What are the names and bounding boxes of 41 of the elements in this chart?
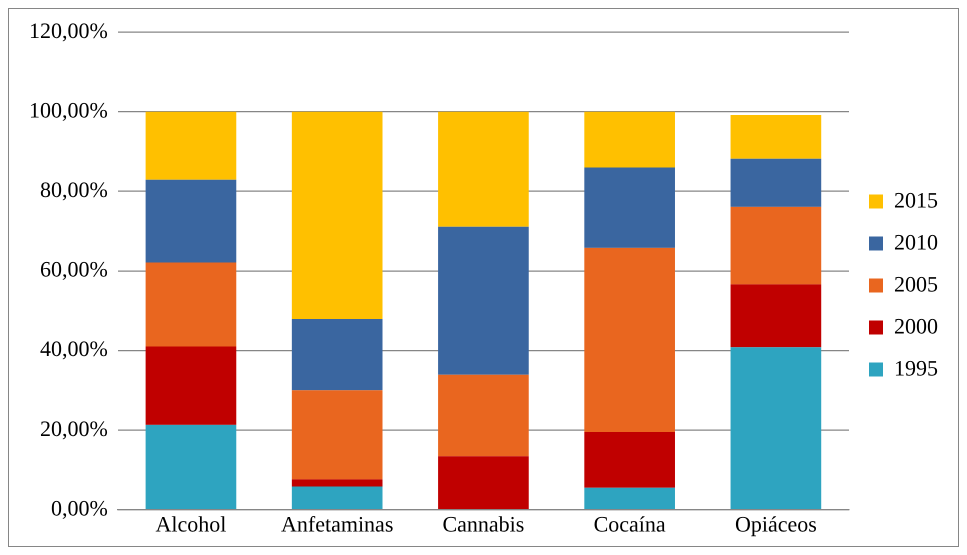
x-tick-label: Cocaína <box>594 512 666 537</box>
legend-label: 2000 <box>894 313 938 338</box>
y-tick-label: 100,00% <box>29 98 108 123</box>
bar <box>438 112 529 227</box>
bar <box>730 347 822 509</box>
bar <box>584 167 675 248</box>
x-tick-label: Opiáceos <box>734 512 817 537</box>
legend-label: 2005 <box>894 271 938 296</box>
y-tick-label: 60,00% <box>40 256 108 282</box>
y-tick-label: 120,00% <box>29 18 108 43</box>
bar <box>584 112 675 168</box>
bar <box>292 319 383 390</box>
bar <box>730 284 822 348</box>
bar <box>730 206 822 284</box>
y-tick-label: 0,00% <box>51 495 108 520</box>
bar <box>146 180 236 263</box>
bar <box>584 248 675 432</box>
legend-label: 2015 <box>894 187 938 212</box>
bar <box>146 424 236 509</box>
x-tick-label: Alcohol <box>156 512 226 537</box>
bar <box>438 456 529 509</box>
y-tick-label: 80,00% <box>40 177 108 202</box>
bar <box>292 390 383 480</box>
x-tick-label: Anfetaminas <box>280 512 394 537</box>
bar <box>146 346 236 425</box>
x-tick-label: Cannabis <box>442 512 524 537</box>
legend-label: 2010 <box>894 229 938 254</box>
bar <box>292 112 383 320</box>
bar <box>438 374 529 456</box>
bar <box>438 226 529 375</box>
bar <box>292 479 383 487</box>
bar <box>146 112 236 180</box>
bar <box>292 486 383 509</box>
bar <box>730 158 822 207</box>
y-tick-label: 20,00% <box>40 416 108 441</box>
bar <box>584 432 675 488</box>
bar <box>584 488 675 509</box>
legend-label: 1995 <box>894 355 938 380</box>
bar <box>146 262 236 346</box>
bar <box>730 114 822 159</box>
y-tick-label: 40,00% <box>40 336 108 362</box>
